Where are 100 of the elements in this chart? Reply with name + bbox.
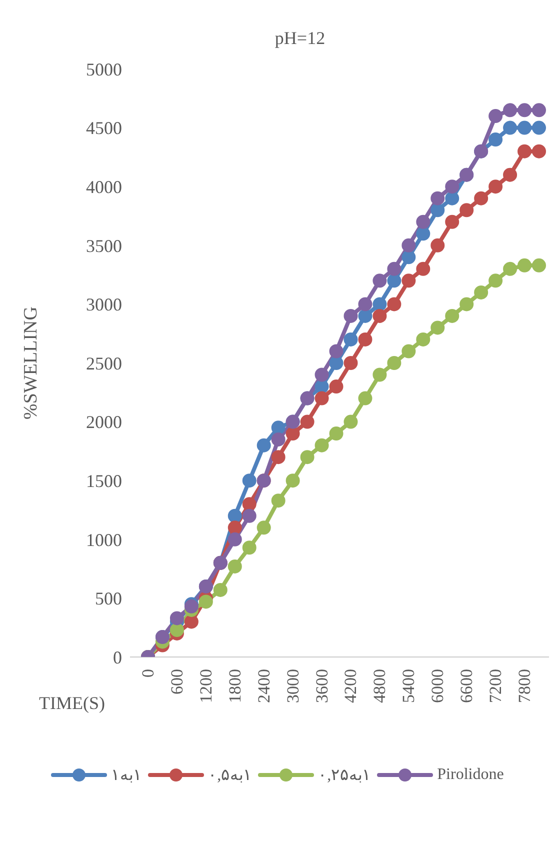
point <box>503 168 518 182</box>
point <box>488 132 503 147</box>
point <box>314 368 329 382</box>
point <box>518 103 532 118</box>
point <box>488 180 503 194</box>
point <box>387 297 402 312</box>
point <box>430 320 445 335</box>
x-axis-title: TIME(S) <box>39 693 105 713</box>
point <box>402 250 416 264</box>
point <box>372 308 387 323</box>
point <box>518 144 532 158</box>
point <box>518 120 532 135</box>
point <box>198 594 213 609</box>
point <box>387 262 402 276</box>
x-tick-label: 3000 <box>283 669 302 703</box>
x-tick-label: 1200 <box>196 669 216 703</box>
point <box>445 180 460 194</box>
point <box>474 285 488 300</box>
legend-label: ۱به۱ <box>111 766 142 785</box>
point <box>445 214 460 229</box>
point <box>228 559 242 574</box>
point <box>532 103 546 118</box>
point <box>387 274 402 288</box>
point <box>170 622 184 637</box>
y-tick-label: 0 <box>113 647 122 668</box>
y-tick-label: 500 <box>95 588 122 609</box>
point <box>402 274 416 288</box>
legend-label: ۱به۰,۲۵ <box>318 766 372 785</box>
y-tick-label: 1500 <box>86 470 122 491</box>
point <box>286 426 300 441</box>
point <box>488 274 503 288</box>
point <box>329 344 344 358</box>
point <box>242 497 256 512</box>
point <box>256 520 271 535</box>
point <box>532 144 546 158</box>
y-tick-label: 2000 <box>86 412 122 432</box>
point <box>358 297 372 312</box>
y-axis-title: %SWELLING <box>20 306 42 420</box>
point <box>344 308 358 323</box>
point <box>358 391 372 406</box>
point <box>228 508 242 523</box>
point <box>314 391 329 406</box>
point <box>503 262 518 276</box>
point <box>314 438 329 452</box>
point <box>402 238 416 252</box>
x-tick-label: 7800 <box>515 669 534 703</box>
point <box>460 297 474 312</box>
x-tick-label: 2400 <box>254 669 274 703</box>
point <box>242 508 256 523</box>
x-tick-label: 6600 <box>457 669 476 703</box>
point <box>488 109 503 124</box>
point <box>430 203 445 218</box>
point <box>256 438 271 452</box>
point <box>271 450 286 464</box>
point <box>228 520 242 535</box>
point <box>416 262 430 276</box>
x-tick-label: 4200 <box>341 669 360 703</box>
point <box>402 344 416 358</box>
point <box>445 191 460 206</box>
y-tick-label: 3500 <box>86 236 122 256</box>
chart-title: pH=12 <box>274 28 326 48</box>
point <box>242 474 256 488</box>
point <box>518 258 532 272</box>
x-tick-label: 6000 <box>428 669 448 703</box>
point <box>430 238 445 252</box>
legend-label: ۱به۰,۵ <box>208 766 252 785</box>
point <box>344 414 358 429</box>
y-tick-label: 4000 <box>86 176 122 197</box>
x-tick-label: 4800 <box>370 669 390 703</box>
point <box>503 120 518 135</box>
y-tick-label: 5000 <box>86 59 122 80</box>
point <box>445 308 460 323</box>
point <box>532 258 546 272</box>
point <box>329 380 344 394</box>
point <box>372 274 387 288</box>
point <box>271 432 286 446</box>
y-tick-label: 2500 <box>86 353 122 374</box>
y-tick-label: 4500 <box>86 118 122 138</box>
point <box>329 426 344 441</box>
legend-label: Pirolidone <box>437 766 504 784</box>
point <box>358 308 372 323</box>
point <box>503 103 518 118</box>
point <box>344 356 358 370</box>
point <box>300 450 314 464</box>
point <box>271 494 286 508</box>
point <box>416 214 430 229</box>
point <box>329 356 344 370</box>
x-tick-label: 600 <box>167 669 186 694</box>
point <box>372 297 387 312</box>
point <box>242 540 256 555</box>
x-tick-label: 0 <box>138 669 158 678</box>
point <box>213 582 228 597</box>
point <box>460 203 474 218</box>
point <box>300 414 314 429</box>
x-tick-label: 7200 <box>486 669 506 703</box>
point <box>344 332 358 346</box>
x-tick-label: 1800 <box>225 669 244 703</box>
point <box>228 532 242 546</box>
x-tick-label: 3600 <box>312 669 332 703</box>
point <box>170 611 184 626</box>
